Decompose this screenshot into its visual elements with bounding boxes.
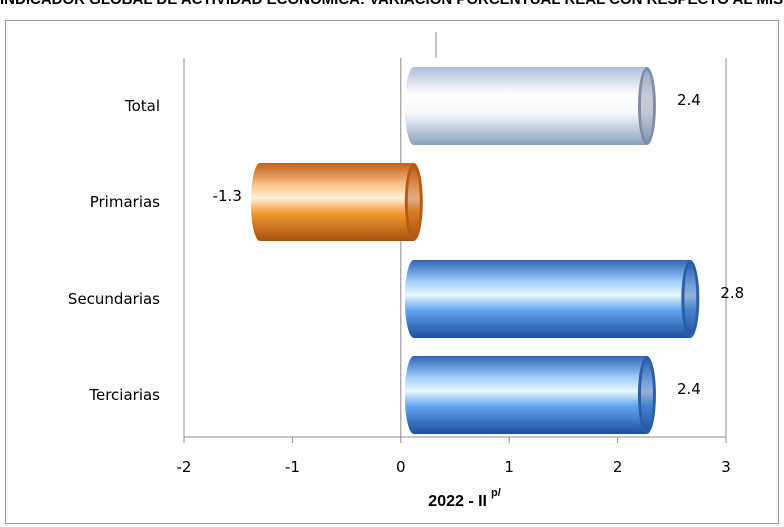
x-axis-title-superscript: p/ [491, 487, 501, 499]
x-tick-label: 0 [396, 458, 406, 476]
x-tick-label: 1 [504, 458, 514, 476]
x-tick-label: 2 [613, 458, 623, 476]
category-label-primarias: Primarias [90, 193, 160, 211]
bar-primarias [250, 163, 423, 241]
category-label-secundarias: Secundarias [68, 290, 160, 308]
x-tick-label: 3 [721, 458, 731, 476]
bar-cap-highlight [640, 71, 653, 141]
x-tick-label: -2 [177, 458, 192, 476]
bar-cap-highlight [640, 360, 653, 430]
data-label-secundarias: 2.8 [720, 284, 744, 302]
category-label-total: Total [124, 97, 160, 115]
x-tick-label: -1 [285, 458, 300, 476]
data-label-terciarias: 2.4 [677, 380, 701, 398]
x-axis-title: 2022 - II [428, 493, 487, 510]
bar-total [404, 67, 656, 145]
bar-body [404, 260, 691, 338]
data-label-primarias: -1.3 [213, 187, 242, 205]
chart-title: INDICADOR GLOBAL DE ACTIVIDAD ECONÓMICA:… [0, 0, 784, 13]
bar-body [404, 67, 647, 145]
bar-body [250, 163, 414, 241]
chart-frame [5, 20, 779, 524]
bar-terciarias [404, 356, 656, 434]
bar-body [404, 356, 647, 434]
category-label-terciarias: Terciarias [88, 386, 160, 404]
bar-cap-highlight [407, 167, 420, 237]
data-label-total: 2.4 [677, 91, 701, 109]
bar-cap-highlight [684, 264, 697, 334]
bar-secundarias [404, 260, 700, 338]
